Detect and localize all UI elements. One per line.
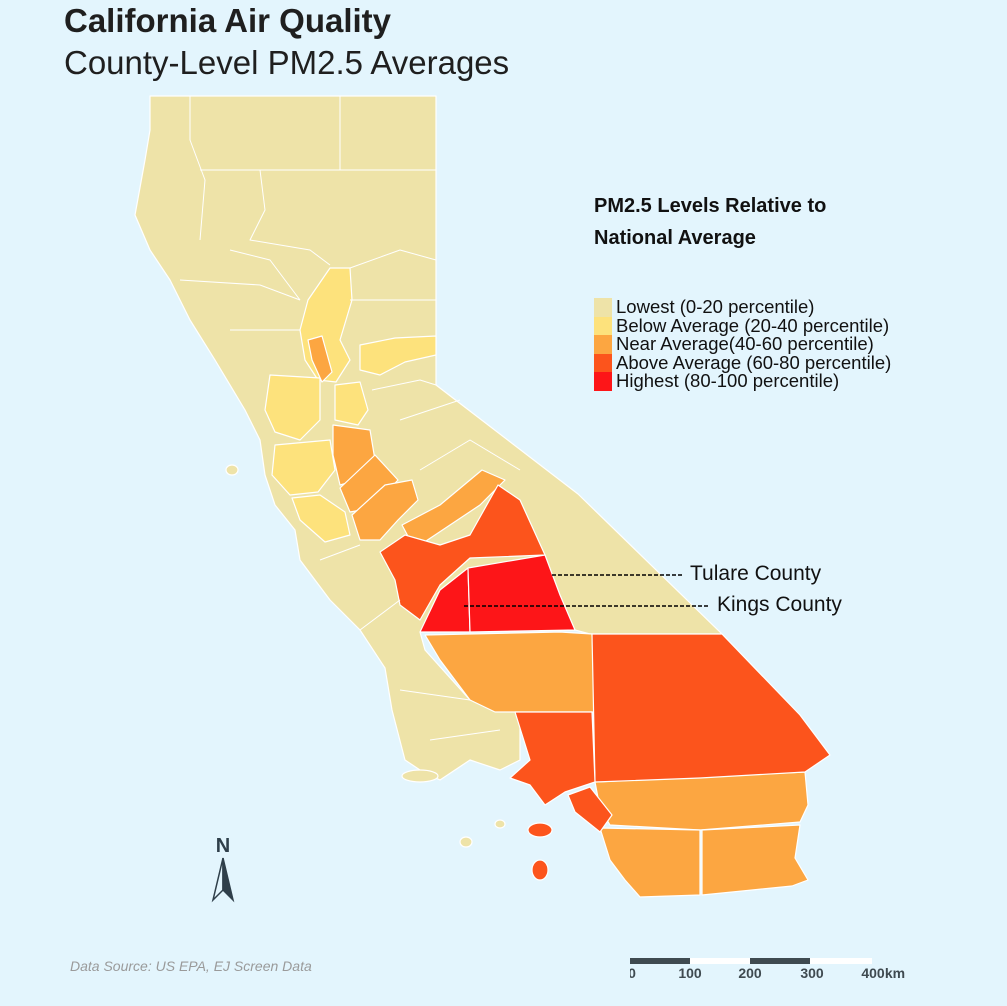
- scale-tick-400: 400: [861, 965, 885, 981]
- legend-item-lowest: Lowest (0-20 percentile): [594, 296, 891, 318]
- legend-label: Near Average(40-60 percentile): [616, 333, 874, 355]
- legend-swatch: [594, 335, 612, 354]
- legend-label: Below Average (20-40 percentile): [616, 314, 890, 336]
- county-sandiego: [599, 827, 701, 898]
- tulare-county-label: Tulare County: [690, 562, 822, 585]
- legend-title: PM2.5 Levels Relative to National Averag…: [594, 190, 924, 254]
- county-eldorado: [359, 335, 437, 376]
- legend-item-near-average: Near Average(40-60 percentile): [594, 333, 891, 355]
- scale-bar: 0 100 200 300 400 km: [630, 958, 905, 981]
- legend-swatch: [594, 298, 612, 317]
- scale-unit: km: [885, 965, 905, 981]
- county-sanbernardino: [591, 633, 831, 783]
- legend-label: Above Average (60-80 percentile): [616, 351, 892, 373]
- legend-label: Lowest (0-20 percentile): [616, 296, 815, 318]
- legend-swatch: [594, 372, 612, 391]
- county-santaclara: [291, 494, 351, 543]
- scale-tick-0: 0: [630, 965, 636, 981]
- county-merced: [351, 479, 419, 541]
- map-subtitle: County-Level PM2.5 Averages: [64, 44, 510, 81]
- scale-tick-300: 300: [800, 965, 824, 981]
- county-losangeles: [509, 711, 596, 806]
- legend-title-line1: PM2.5 Levels Relative to: [594, 195, 827, 217]
- legend-item-highest: Highest (80-100 percentile): [594, 370, 891, 392]
- county-sutter: [307, 335, 333, 383]
- county-imperial: [701, 824, 809, 896]
- north-label: N: [216, 835, 230, 857]
- scale-tick-200: 200: [738, 965, 762, 981]
- north-arrow-icon: N: [211, 835, 235, 903]
- island-santacruz: [401, 769, 439, 783]
- legend-item-below-average: Below Average (20-40 percentile): [594, 314, 891, 336]
- county-tulare: [467, 554, 576, 633]
- county-orange: [567, 786, 613, 833]
- data-source-caption: Data Source: US EPA, EJ Screen Data: [70, 958, 312, 974]
- legend: Lowest (0-20 percentile) Below Average (…: [594, 296, 892, 392]
- legend-title-line2: National Average: [594, 227, 756, 249]
- legend-label: Highest (80-100 percentile): [616, 370, 840, 392]
- county-bay-group: [271, 439, 336, 496]
- kings-county-label: Kings County: [717, 593, 842, 616]
- county-amador-group: [334, 381, 369, 426]
- scale-tick-100: 100: [678, 965, 702, 981]
- state-outline: [134, 95, 723, 781]
- legend-swatch: [594, 353, 612, 372]
- legend-item-above-average: Above Average (60-80 percentile): [594, 351, 892, 373]
- legend-swatch: [594, 316, 612, 335]
- map-title: California Air Quality: [64, 2, 392, 39]
